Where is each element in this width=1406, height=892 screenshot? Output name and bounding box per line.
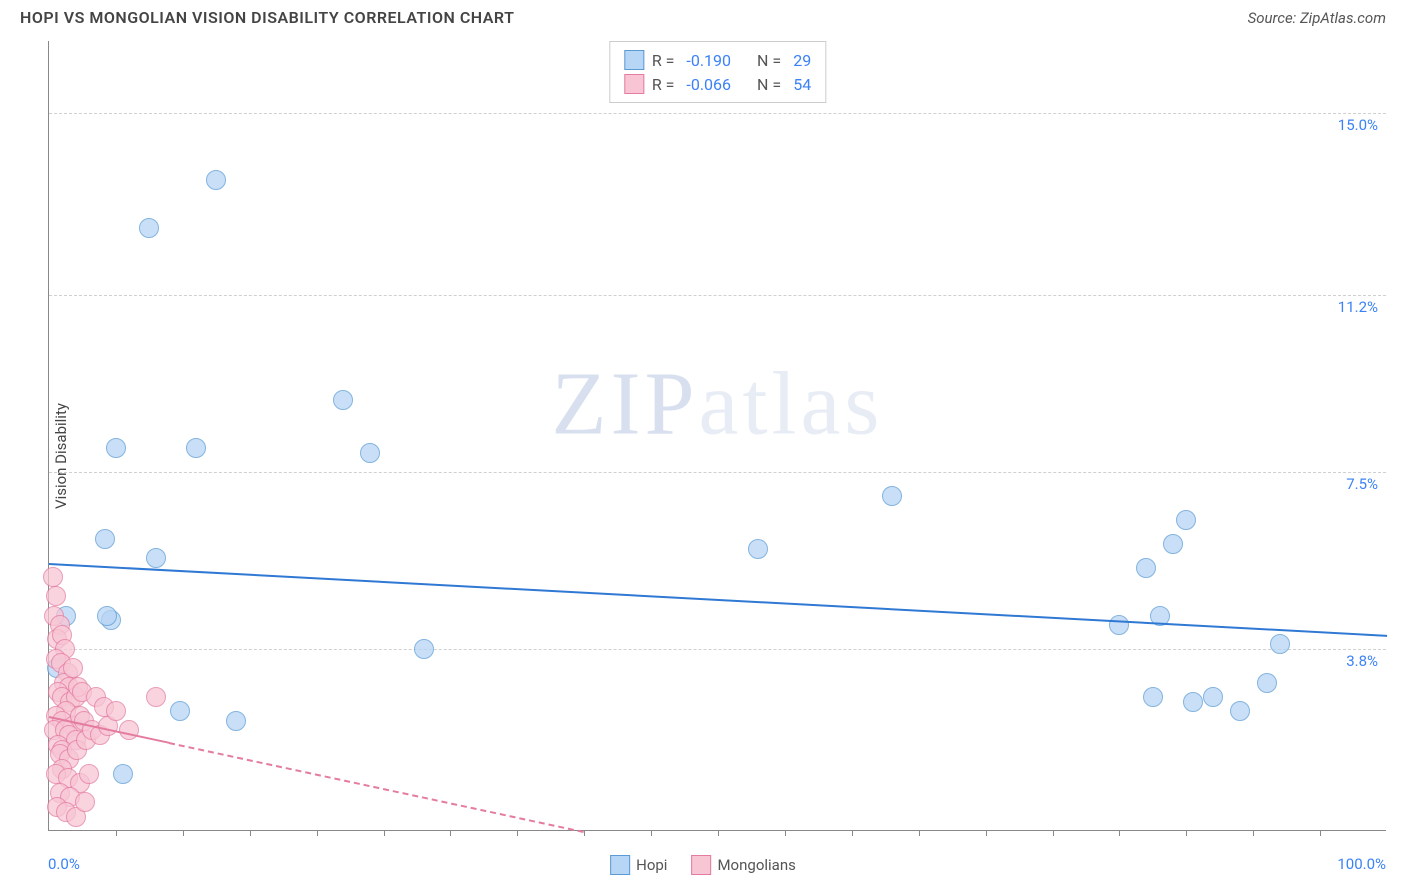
watermark-zip: ZIP [552,354,699,453]
data-point [170,701,190,721]
x-tick [183,830,184,836]
data-point [1183,692,1203,712]
watermark-atlas: atlas [699,354,884,453]
swatch-hopi [624,50,644,70]
data-point [1163,534,1183,554]
plot-region: ZIPatlas R = -0.190 N = 29 R = -0.066 N … [48,41,1386,831]
x-axis-min-label: 0.0% [48,855,80,873]
x-tick [919,830,920,836]
legend-row-mongolian: R = -0.066 N = 54 [624,72,811,96]
watermark: ZIPatlas [552,352,884,455]
chart-area: Vision Disability ZIPatlas R = -0.190 N … [0,31,1406,881]
x-tick [651,830,652,836]
chart-header: HOPI VS MONGOLIAN VISION DISABILITY CORR… [0,0,1406,31]
data-point [360,443,380,463]
x-tick [1053,830,1054,836]
data-point [414,639,434,659]
data-point [75,792,95,812]
data-point [748,539,768,559]
x-tick [517,830,518,836]
x-tick [1186,830,1187,836]
x-tick [1253,830,1254,836]
r-label: R = [652,51,675,70]
x-tick [718,830,719,836]
data-point [106,438,126,458]
chart-source: Source: ZipAtlas.com [1248,9,1386,27]
trend-line [169,742,584,833]
gridline [49,472,1386,473]
data-point [186,438,206,458]
data-point [1109,615,1129,635]
series-legend: Hopi Mongolians [610,855,796,875]
gridline [49,649,1386,650]
x-tick [250,830,251,836]
n-label: N = [757,75,781,94]
n-label: N = [757,51,781,70]
correlation-legend: R = -0.190 N = 29 R = -0.066 N = 54 [609,41,826,103]
data-point [146,548,166,568]
data-point [1203,687,1223,707]
x-tick [450,830,451,836]
r-value-hopi: -0.190 [686,51,731,70]
trend-line [49,563,1387,637]
data-point [95,529,115,549]
data-point [1230,701,1250,721]
x-tick [785,830,786,836]
legend-item-mongolian: Mongolians [691,855,795,875]
swatch-hopi-bottom [610,855,630,875]
r-value-mongolian: -0.066 [686,75,731,94]
data-point [119,720,139,740]
data-point [63,658,83,678]
x-tick [1119,830,1120,836]
x-tick [1320,830,1321,836]
swatch-mongolian-bottom [691,855,711,875]
data-point [1176,510,1196,530]
data-point [1143,687,1163,707]
data-point [113,764,133,784]
data-point [106,701,126,721]
data-point [882,486,902,506]
data-point [146,687,166,707]
x-tick [116,830,117,836]
data-point [1136,558,1156,578]
n-value-hopi: 29 [793,51,811,70]
data-point [46,586,66,606]
y-tick-label: 7.5% [1344,475,1380,493]
chart-title: HOPI VS MONGOLIAN VISION DISABILITY CORR… [20,8,514,27]
y-tick-label: 3.8% [1344,652,1380,670]
x-tick [852,830,853,836]
legend-label-mongolian: Mongolians [717,856,795,874]
y-tick-label: 15.0% [1336,116,1380,134]
gridline [49,113,1386,114]
data-point [97,606,117,626]
data-point [333,390,353,410]
gridline [49,295,1386,296]
data-point [1257,673,1277,693]
data-point [139,218,159,238]
y-tick-label: 11.2% [1336,298,1380,316]
data-point [226,711,246,731]
data-point [1270,634,1290,654]
legend-label-hopi: Hopi [636,856,667,874]
x-tick [317,830,318,836]
x-tick [384,830,385,836]
n-value-mongolian: 54 [793,75,811,94]
legend-item-hopi: Hopi [610,855,667,875]
data-point [43,567,63,587]
x-tick [986,830,987,836]
x-axis-max-label: 100.0% [1337,855,1386,873]
swatch-mongolian [624,74,644,94]
data-point [206,170,226,190]
x-tick [584,830,585,836]
data-point [79,764,99,784]
r-label: R = [652,75,675,94]
legend-row-hopi: R = -0.190 N = 29 [624,48,811,72]
